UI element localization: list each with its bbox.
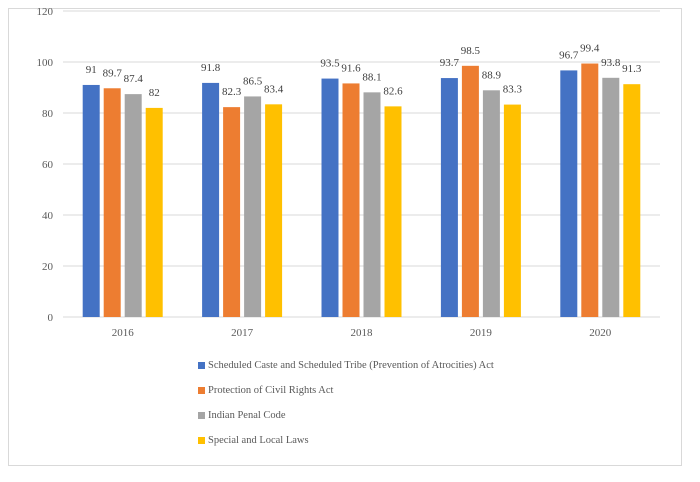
y-tick-label: 100 [37, 57, 54, 69]
data-label: 96.7 [559, 49, 579, 61]
bar [321, 78, 339, 317]
legend: Scheduled Caste and Scheduled Tribe (Pre… [198, 353, 494, 453]
y-tick-label: 120 [37, 6, 54, 18]
bar [202, 82, 220, 317]
data-label: 86.5 [243, 75, 263, 87]
bar [265, 104, 283, 317]
data-label: 93.8 [601, 57, 621, 69]
data-label: 91.6 [341, 62, 361, 74]
bar [602, 77, 620, 317]
data-label: 83.4 [264, 83, 284, 95]
data-label: 99.4 [580, 43, 600, 55]
data-label: 87.4 [124, 73, 144, 85]
bar [440, 78, 458, 317]
bar [482, 90, 500, 318]
legend-label: Special and Local Laws [208, 435, 309, 446]
data-label: 88.1 [362, 71, 381, 83]
data-label: 88.9 [482, 69, 502, 81]
bar [363, 92, 381, 317]
data-label: 82.6 [383, 85, 403, 97]
bar [560, 70, 578, 317]
legend-swatch [198, 387, 205, 394]
legend-label: Protection of Civil Rights Act [208, 385, 334, 396]
bar [145, 107, 163, 318]
legend-label: Scheduled Caste and Scheduled Tribe (Pre… [208, 360, 494, 371]
bar [244, 96, 262, 317]
x-tick-label: 2020 [589, 327, 612, 339]
legend-label: Indian Penal Code [208, 410, 286, 421]
data-label: 91.8 [201, 62, 221, 74]
bar [124, 94, 142, 317]
data-label: 93.7 [440, 57, 460, 69]
bar [82, 84, 100, 317]
bar [223, 107, 241, 317]
data-label: 82 [149, 87, 160, 99]
data-label: 82.3 [222, 86, 242, 98]
data-label: 89.7 [103, 67, 123, 79]
y-tick-label: 0 [48, 312, 54, 324]
bar [581, 63, 599, 317]
legend-swatch [198, 362, 205, 369]
bar [103, 88, 121, 317]
data-label: 98.5 [461, 45, 481, 57]
bar [384, 106, 402, 318]
legend-swatch [198, 437, 205, 444]
x-tick-label: 2016 [112, 327, 135, 339]
x-tick-label: 2019 [470, 327, 493, 339]
bar [623, 84, 641, 317]
data-label: 93.5 [320, 58, 340, 70]
legend-item-civil-rights-act: Protection of Civil Rights Act [198, 378, 494, 403]
data-label: 83.3 [503, 84, 523, 96]
y-tick-label: 40 [42, 210, 54, 222]
legend-item-special-local-laws: Special and Local Laws [198, 428, 494, 453]
y-tick-label: 20 [42, 261, 54, 273]
legend-item-indian-penal-code: Indian Penal Code [198, 403, 494, 428]
y-tick-label: 60 [42, 159, 54, 171]
x-tick-label: 2017 [231, 327, 254, 339]
data-label: 91.3 [622, 63, 642, 75]
y-tick-label: 80 [42, 108, 54, 120]
bar [503, 104, 521, 318]
x-tick-label: 2018 [351, 327, 374, 339]
legend-item-atrocities-act: Scheduled Caste and Scheduled Tribe (Pre… [198, 353, 494, 378]
bar [461, 65, 479, 317]
legend-swatch [198, 412, 205, 419]
bar [342, 83, 360, 317]
data-label: 91 [86, 64, 97, 76]
